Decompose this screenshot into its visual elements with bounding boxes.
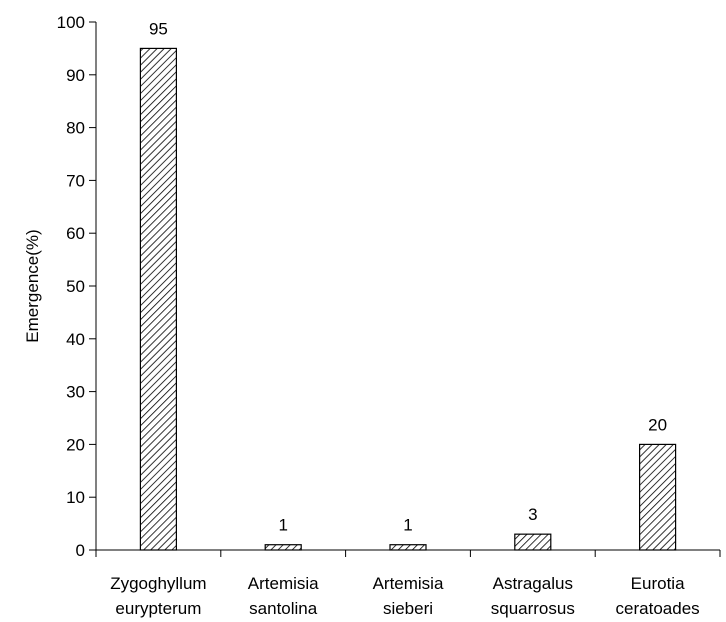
- x-category-label: Eurotia: [631, 574, 685, 593]
- bar: [264, 544, 302, 551]
- y-tick-label: 50: [66, 277, 85, 296]
- bar: [139, 47, 177, 551]
- y-tick-label: 40: [66, 330, 85, 349]
- x-category-label: Zygoghyllum: [110, 574, 206, 593]
- y-tick-label: 100: [57, 13, 85, 32]
- x-category-label: Artemisia: [248, 574, 319, 593]
- y-axis-title: Emergence(%): [23, 229, 42, 342]
- bar: [514, 533, 552, 551]
- y-tick-label: 0: [76, 541, 85, 560]
- y-tick-label: 10: [66, 488, 85, 507]
- data-label: 20: [648, 415, 667, 434]
- y-tick-label: 90: [66, 66, 85, 85]
- x-category-label: squarrosus: [491, 599, 575, 618]
- bar: [638, 443, 677, 551]
- y-tick-label: 20: [66, 435, 85, 454]
- x-category-label: eurypterum: [115, 599, 201, 618]
- x-category-label: santolina: [249, 599, 318, 618]
- data-label: 1: [278, 516, 287, 535]
- bars: [139, 47, 677, 551]
- data-labels: 95 1 1 3 20: [149, 19, 667, 534]
- data-label: 1: [403, 516, 412, 535]
- x-category-label: Artemisia: [373, 574, 444, 593]
- bar: [389, 544, 427, 551]
- y-axis-ticks: 0 10 20 30 40 50 60 70 80 90 100: [57, 13, 96, 560]
- x-category-label: Astragalus: [493, 574, 573, 593]
- data-label: 95: [149, 19, 168, 38]
- y-tick-label: 70: [66, 171, 85, 190]
- x-category-label: sieberi: [383, 599, 433, 618]
- x-category-label: ceratoades: [616, 599, 700, 618]
- y-tick-label: 80: [66, 119, 85, 138]
- y-tick-label: 30: [66, 383, 85, 402]
- y-tick-label: 60: [66, 224, 85, 243]
- data-label: 3: [528, 505, 537, 524]
- x-axis-categories: Zygoghyllum eurypterum Artemisia santolina A…: [95, 550, 721, 618]
